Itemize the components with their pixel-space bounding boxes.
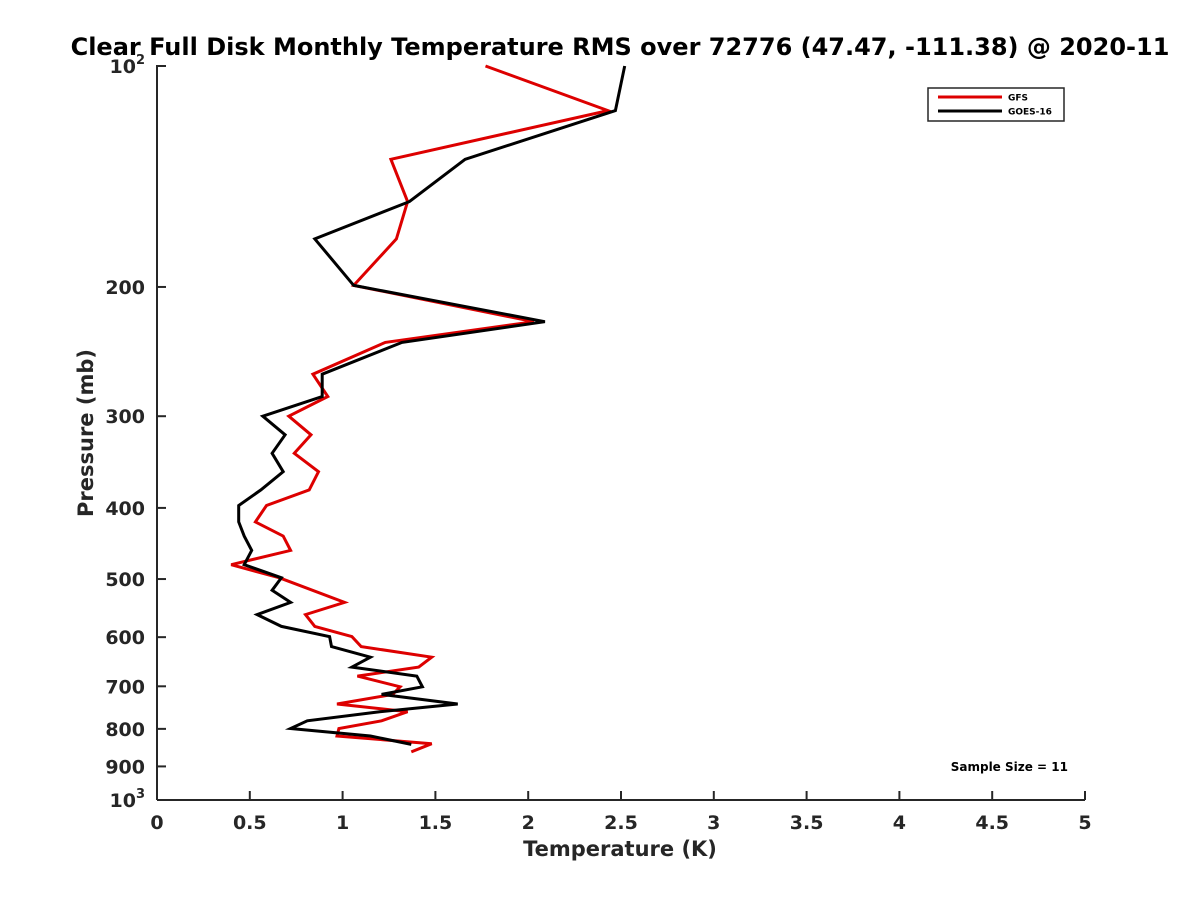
series-line-goes-16	[237, 65, 627, 746]
legend: GFS GOES-16	[927, 87, 1065, 122]
legend-label: GFS	[1008, 94, 1028, 104]
y-tick-label: 600	[105, 627, 145, 649]
x-tick-label: 1.5	[419, 812, 453, 834]
x-tick-label: 4	[893, 812, 906, 834]
x-tick-label: 4.5	[975, 812, 1009, 834]
x-tick-label: 0.5	[233, 812, 267, 834]
x-tick-label: 1	[336, 812, 349, 834]
x-tick-label: 2	[522, 812, 535, 834]
y-tick-label: 500	[105, 569, 145, 591]
x-tick-label: 3	[707, 812, 720, 834]
y-tick-label: 900	[105, 756, 145, 778]
series-layer	[230, 64, 627, 754]
x-tick-label: 2.5	[604, 812, 638, 834]
y-tick-label: 800	[105, 719, 145, 741]
legend-label: GOES-16	[1008, 108, 1052, 118]
sample-size-annotation: Sample Size = 11	[951, 760, 1068, 774]
x-tick-label: 0	[150, 812, 163, 834]
x-tick-label: 3.5	[790, 812, 824, 834]
x-axis-label: Temperature (K)	[523, 837, 717, 861]
y-tick-label: 102	[110, 53, 146, 78]
y-tick-label: 103	[110, 787, 146, 812]
y-tick-label: 300	[105, 406, 145, 428]
y-tick-label: 700	[105, 676, 145, 698]
series-line-gfs	[230, 64, 614, 754]
axes	[156, 65, 1085, 801]
x-tick-label: 5	[1078, 812, 1091, 834]
chart-title: Clear Full Disk Monthly Temperature RMS …	[71, 33, 1170, 61]
y-tick-label: 200	[105, 277, 145, 299]
y-tick-label: 400	[105, 498, 145, 520]
y-axis-label: Pressure (mb)	[74, 349, 98, 517]
legend-box	[927, 87, 1065, 122]
tick-layer: 0 0.5 1 1.5 2 2.5 3 3.5 4 4.5 5 102 200 300 400 500 600 7…	[105, 53, 1091, 834]
